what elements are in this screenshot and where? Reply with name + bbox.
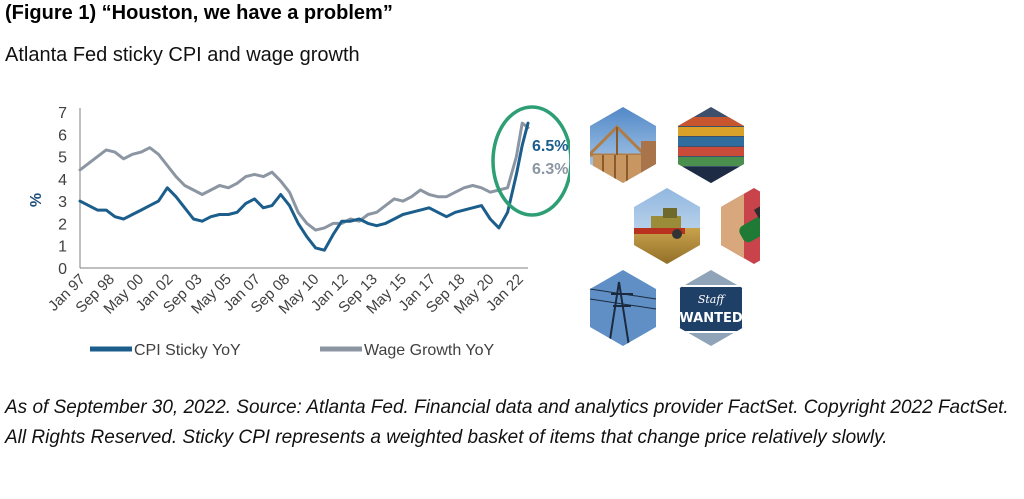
y-tick-label: 0 bbox=[58, 261, 67, 278]
series-line-cpi-sticky bbox=[78, 121, 530, 252]
wheat-harvester-image bbox=[634, 188, 700, 264]
end-value-label-cpi-sticky: 6.5% bbox=[532, 138, 568, 155]
y-tick-label: 3 bbox=[58, 194, 67, 211]
image-collage: Staff WANTED bbox=[590, 107, 760, 346]
house-framing-image bbox=[590, 107, 656, 183]
y-tick-label: 6 bbox=[58, 127, 67, 144]
highlight-ellipse bbox=[491, 105, 570, 217]
end-value-label-wage-growth: 6.3% bbox=[532, 161, 568, 178]
figure-title: (Figure 1) “Houston, we have a problem” bbox=[5, 2, 393, 24]
fuel-pump-image bbox=[721, 188, 760, 264]
y-tick-label: 7 bbox=[58, 105, 67, 122]
sign-text-staff: Staff bbox=[698, 293, 727, 306]
chart-legend: CPI Sticky YoY Wage Growth YoY bbox=[90, 342, 494, 359]
y-tick-label: 2 bbox=[58, 216, 67, 233]
legend-label-wage-growth: Wage Growth YoY bbox=[364, 342, 494, 359]
annotation-layer: 6.5% 6.3% bbox=[491, 105, 570, 217]
y-axis-label: % bbox=[28, 193, 45, 207]
y-tick-label: 4 bbox=[58, 172, 67, 189]
sign-text-wanted: WANTED bbox=[679, 311, 742, 326]
staff-wanted-image: Staff WANTED bbox=[678, 270, 744, 346]
legend-label-cpi-sticky: CPI Sticky YoY bbox=[134, 342, 241, 359]
power-lines-image bbox=[590, 270, 656, 346]
series-layer bbox=[78, 121, 530, 252]
figure-subtitle: Atlanta Fed sticky CPI and wage growth bbox=[5, 44, 360, 66]
series-line-wage-growth bbox=[78, 121, 530, 232]
shipping-containers-image bbox=[678, 107, 744, 183]
y-axis: 0 1 2 3 4 5 6 7% bbox=[28, 105, 81, 278]
y-tick-label: 1 bbox=[58, 239, 67, 256]
footnote: As of September 30, 2022. Source: Atlant… bbox=[5, 397, 1009, 448]
y-tick-label: 5 bbox=[58, 150, 67, 167]
